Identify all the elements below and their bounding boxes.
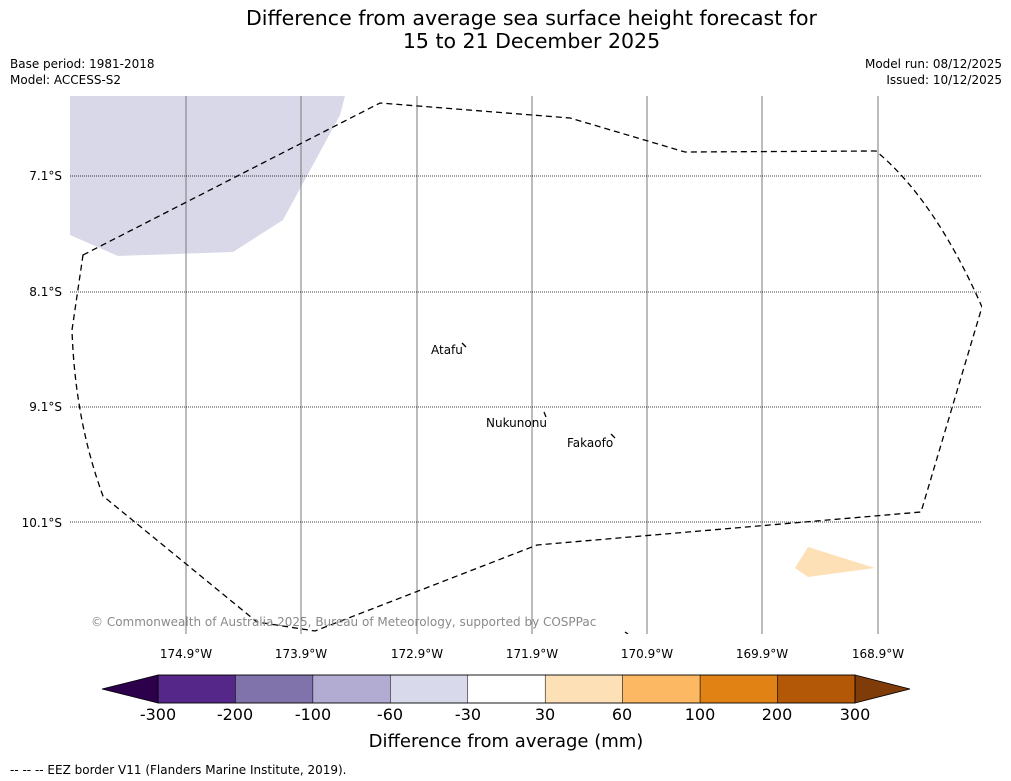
- colorbar-segment: [777, 674, 856, 704]
- colorbar-ticks: -300 -200 -100 -60 -30 30 60 100 200 300: [140, 705, 870, 724]
- colorbar-extend-high: [854, 674, 911, 704]
- place-label-atafu: Atafu: [431, 343, 463, 357]
- lon-label: 173.9°W: [275, 647, 327, 661]
- lat-label: 9.1°S: [29, 400, 62, 414]
- colorbar-tick: -300: [140, 705, 176, 724]
- colorbar-segment: [312, 674, 391, 704]
- lon-label: 168.9°W: [852, 647, 904, 661]
- longitude-labels: 174.9°W 173.9°W 172.9°W 171.9°W 170.9°W …: [160, 647, 904, 661]
- colorbar-tick: 300: [840, 705, 871, 724]
- atafu-island-mark: [461, 342, 467, 348]
- chart-title-line-1: Difference from average sea surface heig…: [246, 6, 817, 30]
- colorbar-segment: [699, 674, 778, 704]
- anomaly-region-negative: [70, 96, 345, 256]
- model-text: Model: ACCESS-S2: [10, 73, 122, 87]
- colorbar-segment: [390, 674, 469, 704]
- small-island-mark: [624, 631, 629, 634]
- lat-label: 10.1°S: [22, 516, 62, 530]
- latitude-gridlines: [70, 175, 982, 523]
- longitude-gridlines: [185, 96, 879, 634]
- place-label-nukunonu: Nukunonu: [486, 416, 547, 430]
- colorbar-segment: [235, 674, 314, 704]
- lon-label: 172.9°W: [391, 647, 443, 661]
- lon-label: 170.9°W: [621, 647, 673, 661]
- issued-text: Issued: 10/12/2025: [886, 73, 1002, 87]
- copyright-text: © Commonwealth of Australia 2025, Bureau…: [91, 615, 596, 629]
- colorbar-segments: [157, 674, 856, 704]
- model-run-text: Model run: 08/12/2025: [864, 57, 1002, 71]
- lat-label: 7.1°S: [29, 169, 62, 183]
- colorbar-tick: -100: [295, 705, 331, 724]
- colorbar-segment: [467, 674, 546, 704]
- latitude-labels: 7.1°S 8.1°S 9.1°S 10.1°S: [22, 169, 62, 530]
- anomaly-region-positive: [795, 547, 875, 577]
- colorbar-segment: [544, 674, 623, 704]
- colorbar-tick: 60: [612, 705, 632, 724]
- colorbar-tick: 30: [535, 705, 555, 724]
- colorbar-extend-low: [101, 674, 159, 704]
- place-label-fakaofo: Fakaofo: [567, 436, 613, 450]
- lon-label: 169.9°W: [736, 647, 788, 661]
- colorbar-tick: 100: [685, 705, 716, 724]
- colorbar-tick: -30: [455, 705, 481, 724]
- colorbar-tick: -200: [217, 705, 253, 724]
- eez-footnote: -- -- -- EEZ border V11 (Flanders Marine…: [10, 763, 347, 777]
- map-plot-area: Atafu Nukunonu Fakaofo © Commonwealth of…: [70, 96, 982, 634]
- colorbar: -300 -200 -100 -60 -30 30 60 100 200 300…: [101, 674, 911, 752]
- fakaofo-island-mark: [610, 433, 616, 439]
- chart-title-line-2: 15 to 21 December 2025: [402, 29, 661, 53]
- colorbar-tick: 200: [762, 705, 793, 724]
- lon-label: 171.9°W: [506, 647, 558, 661]
- lat-label: 8.1°S: [29, 285, 62, 299]
- nukunonu-island-mark: [543, 411, 547, 418]
- colorbar-tick: -60: [377, 705, 403, 724]
- lon-label: 174.9°W: [160, 647, 212, 661]
- colorbar-frame: [157, 674, 856, 704]
- colorbar-label: Difference from average (mm): [369, 731, 644, 752]
- colorbar-segment: [622, 674, 701, 704]
- base-period-text: Base period: 1981-2018: [10, 57, 155, 71]
- colorbar-segment: [157, 674, 236, 704]
